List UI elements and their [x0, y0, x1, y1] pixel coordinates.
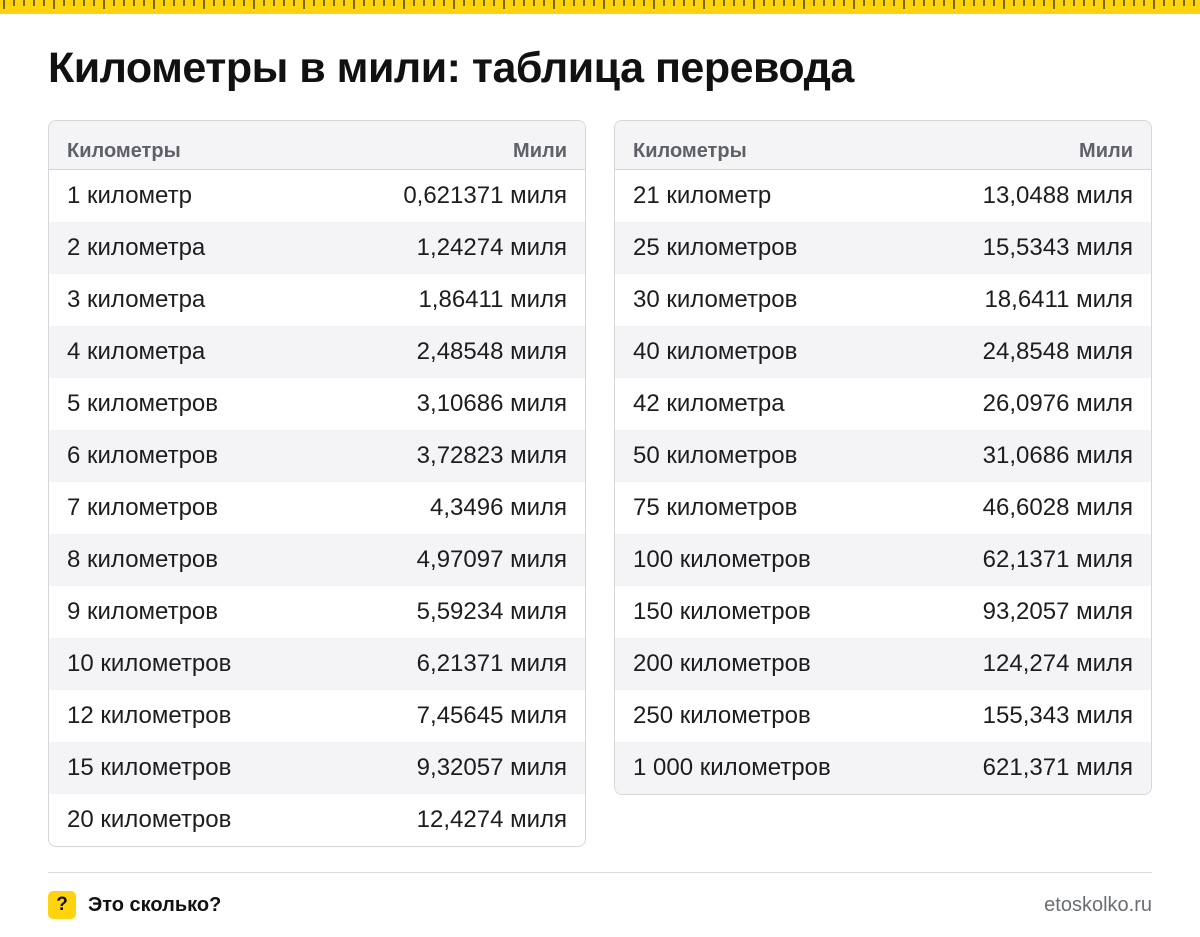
km-cell: 50 километров: [633, 442, 798, 469]
miles-cell: 5,59234 миля: [416, 598, 567, 625]
km-cell: 8 километров: [67, 546, 219, 573]
km-cell: 100 километров: [633, 546, 811, 573]
km-cell: 1 000 километров: [633, 754, 831, 781]
conversion-table-left: Километры Мили 1 километр 0,621371 миля 2 …: [48, 120, 586, 847]
column-header-km: Километры: [633, 140, 747, 162]
km-cell: 15 километров: [67, 754, 232, 781]
column-header-miles: Мили: [513, 140, 567, 162]
site-link[interactable]: etoskolko.ru: [1044, 894, 1152, 916]
table-row: 6 километров 3,72823 миля: [49, 430, 585, 482]
table-row: 4 километра 2,48548 миля: [49, 326, 585, 378]
miles-cell: 13,0488 миля: [982, 182, 1133, 209]
page-title: Километры в мили: таблица перевода: [48, 44, 854, 92]
table-row: 9 километров 5,59234 миля: [49, 586, 585, 638]
table-row: 3 километра 1,86411 миля: [49, 274, 585, 326]
miles-cell: 24,8548 миля: [982, 338, 1133, 365]
table-row: 150 километров 93,2057 миля: [615, 586, 1151, 638]
table-row: 20 километров 12,4274 миля: [49, 794, 585, 846]
miles-cell: 4,3496 миля: [430, 494, 567, 521]
km-cell: 9 километров: [67, 598, 219, 625]
km-cell: 250 километров: [633, 702, 811, 729]
km-cell: 7 километров: [67, 494, 219, 521]
km-cell: 75 километров: [633, 494, 798, 521]
km-cell: 12 километров: [67, 702, 232, 729]
miles-cell: 3,10686 миля: [416, 390, 567, 417]
table-header: Километры Мили: [615, 121, 1151, 170]
km-cell: 4 километра: [67, 338, 206, 365]
table-row: 10 километров 6,21371 миля: [49, 638, 585, 690]
ruler-strip: [0, 0, 1200, 14]
miles-cell: 46,6028 миля: [982, 494, 1133, 521]
table-header: Километры Мили: [49, 121, 585, 170]
km-cell: 3 километра: [67, 286, 206, 313]
table-body: 21 километр 13,0488 миля 25 километров 15,5…: [615, 170, 1151, 794]
table-row: 30 километров 18,6411 миля: [615, 274, 1151, 326]
table-row: 42 километра 26,0976 миля: [615, 378, 1151, 430]
miles-cell: 7,45645 миля: [416, 702, 567, 729]
table-row: 40 километров 24,8548 миля: [615, 326, 1151, 378]
footer-divider: [48, 872, 1152, 873]
miles-cell: 155,343 миля: [982, 702, 1133, 729]
miles-cell: 9,32057 миля: [416, 754, 567, 781]
miles-cell: 6,21371 миля: [416, 650, 567, 677]
km-cell: 150 километров: [633, 598, 811, 625]
column-header-km: Километры: [67, 140, 181, 162]
miles-cell: 31,0686 миля: [982, 442, 1133, 469]
km-cell: 5 километров: [67, 390, 219, 417]
table-body: 1 километр 0,621371 миля 2 километра 1,2427…: [49, 170, 585, 846]
km-cell: 20 километров: [67, 806, 232, 833]
table-row: 15 километров 9,32057 миля: [49, 742, 585, 794]
table-row: 2 километра 1,24274 миля: [49, 222, 585, 274]
table-row: 200 километров 124,274 миля: [615, 638, 1151, 690]
km-cell: 10 километров: [67, 650, 232, 677]
miles-cell: 93,2057 миля: [982, 598, 1133, 625]
km-cell: 1 километр: [67, 182, 192, 209]
km-cell: 6 километров: [67, 442, 219, 469]
km-cell: 25 километров: [633, 234, 798, 261]
miles-cell: 1,86411 миля: [418, 286, 567, 313]
table-row: 75 километров 46,6028 миля: [615, 482, 1151, 534]
table-row: 8 километров 4,97097 миля: [49, 534, 585, 586]
km-cell: 42 километра: [633, 390, 785, 417]
km-cell: 40 километров: [633, 338, 798, 365]
miles-cell: 1,24274 миля: [416, 234, 567, 261]
table-row: 7 километров 4,3496 миля: [49, 482, 585, 534]
table-row: 50 километров 31,0686 миля: [615, 430, 1151, 482]
km-cell: 30 километров: [633, 286, 798, 313]
miles-cell: 124,274 миля: [982, 650, 1133, 677]
miles-cell: 621,371 миля: [982, 754, 1133, 781]
miles-cell: 3,72823 миля: [416, 442, 567, 469]
km-cell: 21 километр: [633, 182, 772, 209]
miles-cell: 26,0976 миля: [982, 390, 1133, 417]
miles-cell: 2,48548 миля: [416, 338, 567, 365]
km-cell: 2 километра: [67, 234, 206, 261]
table-row: 1 километр 0,621371 миля: [49, 170, 585, 222]
table-row: 12 километров 7,45645 миля: [49, 690, 585, 742]
question-mark-logo-icon: ?: [48, 891, 76, 919]
table-row: 1 000 километров 621,371 миля: [615, 742, 1151, 794]
column-header-miles: Мили: [1079, 140, 1133, 162]
brand-name: Это сколько?: [88, 894, 222, 916]
km-cell: 200 километров: [633, 650, 811, 677]
miles-cell: 12,4274 миля: [416, 806, 567, 833]
table-row: 100 километров 62,1371 миля: [615, 534, 1151, 586]
miles-cell: 15,5343 миля: [982, 234, 1133, 261]
miles-cell: 62,1371 миля: [982, 546, 1133, 573]
miles-cell: 4,97097 миля: [416, 546, 567, 573]
miles-cell: 0,621371 миля: [403, 182, 567, 209]
conversion-table-right: Километры Мили 21 километр 13,0488 миля 25…: [614, 120, 1152, 795]
table-row: 21 километр 13,0488 миля: [615, 170, 1151, 222]
table-row: 5 километров 3,10686 миля: [49, 378, 585, 430]
table-row: 250 километров 155,343 миля: [615, 690, 1151, 742]
ruler-ticks: [3, 0, 1195, 9]
miles-cell: 18,6411 миля: [984, 286, 1133, 313]
table-row: 25 километров 15,5343 миля: [615, 222, 1151, 274]
